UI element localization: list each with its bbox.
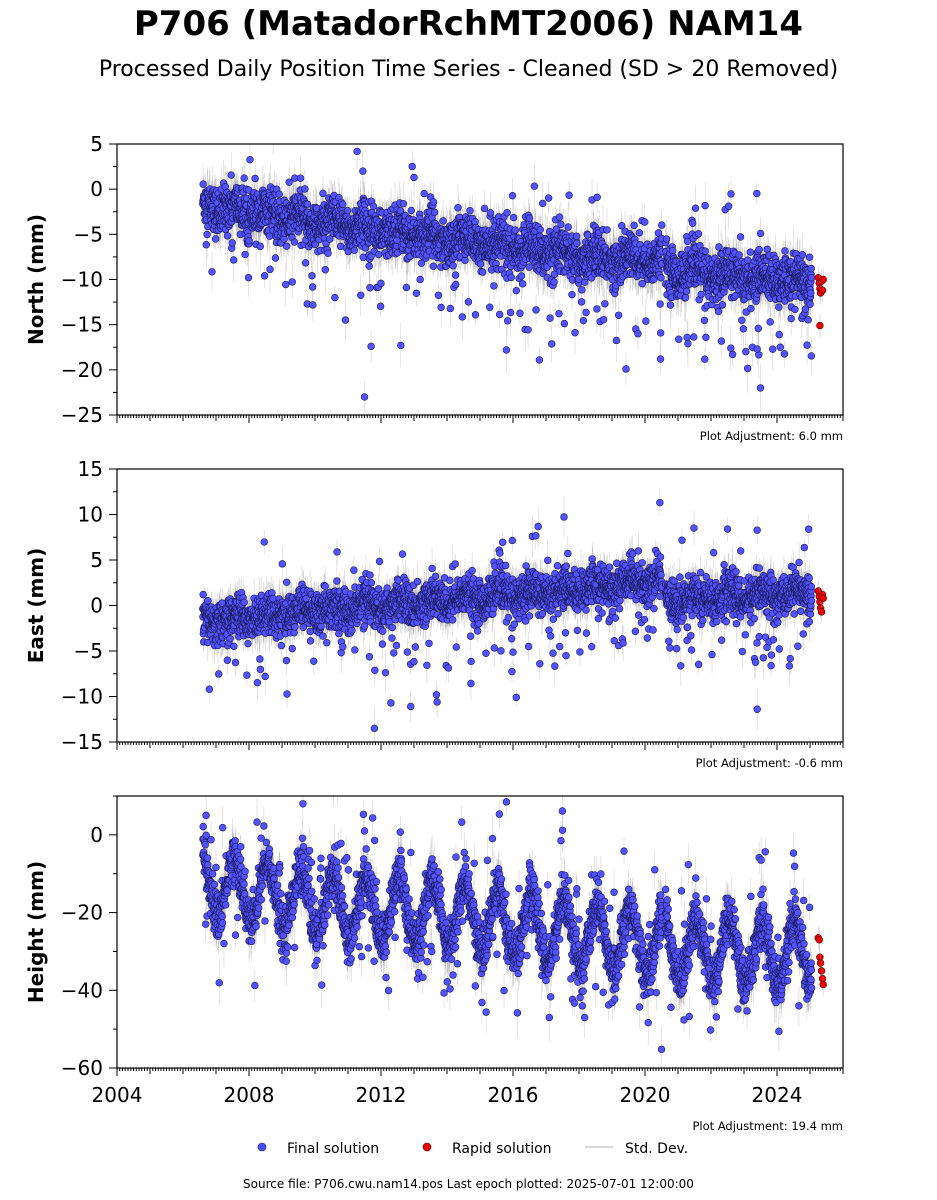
final-point [451, 271, 460, 279]
final-point [471, 311, 480, 319]
final-point [377, 279, 385, 288]
final-point [341, 316, 350, 324]
final-point [244, 273, 253, 282]
chart-title: P706 (MatadorRchMT2006) NAM14 [0, 4, 937, 44]
final-point [490, 282, 498, 290]
final-point [211, 235, 220, 243]
final-point [343, 206, 352, 215]
final-point [412, 289, 421, 297]
final-point [437, 303, 445, 312]
final-point [486, 303, 494, 311]
final-point [408, 162, 416, 171]
final-point [446, 304, 455, 313]
final-point [402, 283, 411, 292]
final-point [271, 254, 280, 262]
final-point [270, 135, 277, 142]
final-point [416, 275, 424, 284]
final-point [338, 200, 347, 208]
final-point [376, 302, 385, 311]
final-point [434, 291, 443, 299]
final-point [350, 246, 359, 254]
final-point [476, 260, 485, 268]
final-point [454, 204, 462, 212]
final-point [439, 217, 447, 225]
final-point [374, 250, 383, 259]
data-area [199, 135, 827, 414]
final-point [199, 180, 207, 188]
final-point [399, 199, 408, 208]
final-point [458, 313, 466, 321]
final-point [466, 206, 474, 215]
final-point [296, 174, 305, 182]
final-point [326, 235, 334, 243]
final-point [324, 249, 332, 257]
final-point [301, 259, 310, 267]
final-point [275, 190, 283, 198]
final-point [223, 232, 232, 240]
final-point [203, 230, 211, 239]
final-point [369, 202, 378, 210]
final-point [319, 189, 327, 198]
final-point [429, 262, 438, 270]
final-point [208, 268, 216, 276]
final-point [260, 272, 269, 280]
final-point [251, 174, 259, 183]
final-point [461, 256, 469, 264]
final-point [309, 301, 317, 309]
final-point [266, 265, 274, 274]
final-point [396, 207, 405, 215]
final-point [241, 250, 249, 259]
final-point [452, 280, 460, 289]
final-point [430, 208, 439, 217]
final-solution-series [199, 135, 816, 401]
final-point [365, 262, 373, 270]
final-point [407, 206, 416, 215]
final-point [290, 238, 299, 246]
final-point [282, 280, 290, 289]
final-point [202, 241, 210, 249]
final-point [227, 171, 235, 179]
final-point [308, 272, 316, 280]
final-point [321, 266, 330, 274]
final-point [480, 204, 489, 213]
final-point [288, 278, 296, 286]
final-point [285, 178, 293, 186]
chart-subtitle: Processed Daily Position Time Series - C… [0, 56, 937, 84]
final-point [331, 293, 339, 302]
final-point [308, 283, 317, 291]
final-point [246, 155, 254, 164]
final-point [353, 147, 361, 156]
final-point [240, 174, 248, 182]
final-point [229, 256, 238, 264]
final-point [486, 209, 495, 217]
final-point [464, 298, 473, 306]
final-point [417, 259, 426, 267]
final-point [429, 198, 438, 206]
final-point [357, 291, 365, 299]
final-point [303, 200, 312, 208]
final-point [228, 239, 236, 247]
final-point [479, 268, 487, 276]
final-point [366, 284, 374, 292]
final-point [245, 236, 253, 245]
final-point [282, 242, 291, 250]
final-point [449, 262, 457, 270]
final-point [256, 242, 264, 251]
final-point [420, 189, 428, 198]
final-point [301, 185, 309, 193]
